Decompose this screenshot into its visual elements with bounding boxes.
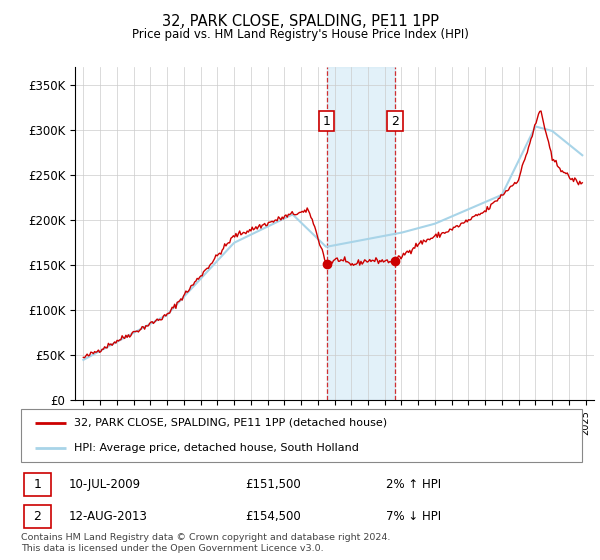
Text: 2% ↑ HPI: 2% ↑ HPI	[386, 478, 441, 491]
Text: 12-AUG-2013: 12-AUG-2013	[68, 510, 148, 523]
Bar	[326, 67, 395, 400]
Text: 10-JUL-2009: 10-JUL-2009	[68, 478, 141, 491]
Text: £154,500: £154,500	[245, 510, 301, 523]
Text: 7% ↓ HPI: 7% ↓ HPI	[386, 510, 441, 523]
Text: 32, PARK CLOSE, SPALDING, PE11 1PP (detached house): 32, PARK CLOSE, SPALDING, PE11 1PP (deta…	[74, 418, 388, 428]
Text: 2: 2	[391, 115, 399, 128]
FancyBboxPatch shape	[21, 409, 582, 462]
Text: 1: 1	[34, 478, 41, 491]
Text: 1: 1	[323, 115, 331, 128]
Text: 32, PARK CLOSE, SPALDING, PE11 1PP: 32, PARK CLOSE, SPALDING, PE11 1PP	[161, 14, 439, 29]
Text: 2: 2	[34, 510, 41, 523]
Text: Contains HM Land Registry data © Crown copyright and database right 2024.
This d: Contains HM Land Registry data © Crown c…	[21, 533, 391, 553]
FancyBboxPatch shape	[24, 505, 51, 528]
Text: £151,500: £151,500	[245, 478, 301, 491]
Text: Price paid vs. HM Land Registry's House Price Index (HPI): Price paid vs. HM Land Registry's House …	[131, 28, 469, 41]
FancyBboxPatch shape	[24, 473, 51, 496]
Text: HPI: Average price, detached house, South Holland: HPI: Average price, detached house, Sout…	[74, 443, 359, 453]
